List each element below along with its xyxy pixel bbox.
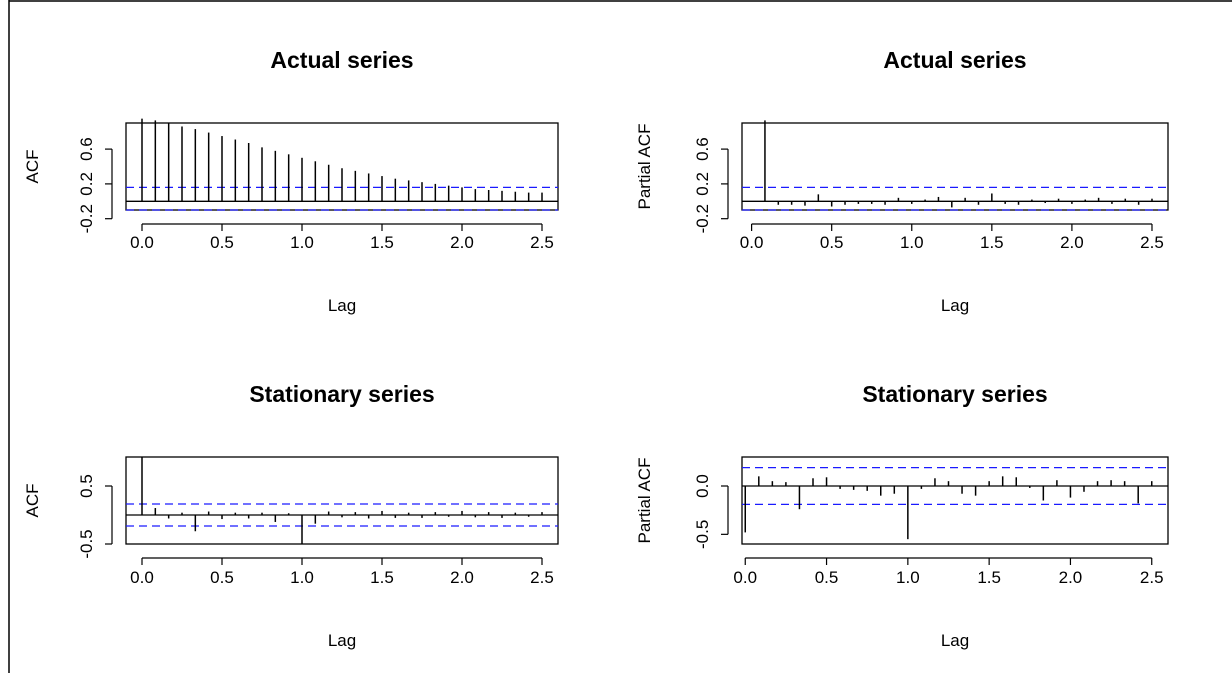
x-tick-label: 2.5 [1140,233,1164,252]
x-axis-label: Lag [328,631,356,650]
chart-title: Stationary series [862,381,1047,407]
y-tick-label: 0.2 [693,172,712,196]
x-tick-label: 2.0 [450,233,474,252]
y-tick-label: -0.5 [77,529,96,558]
y-tick-label: -0.2 [693,204,712,233]
y-tick-label: 0.6 [77,137,96,161]
x-tick-label: 0.5 [815,568,839,587]
x-tick-label: 2.5 [530,233,554,252]
x-tick-label: 1.0 [896,568,920,587]
y-tick-label: 0.0 [693,474,712,498]
x-axis-label: Lag [328,296,356,315]
x-tick-label: 0.0 [740,233,764,252]
chart-title: Actual series [270,47,413,73]
x-tick-label: 0.0 [130,568,154,587]
chart-title: Actual series [883,47,1026,73]
x-tick-label: 1.5 [980,233,1004,252]
x-tick-label: 0.5 [820,233,844,252]
x-tick-label: 1.0 [290,568,314,587]
x-axis-label: Lag [941,631,969,650]
y-tick-label: 0.5 [77,474,96,498]
x-tick-label: 1.5 [370,568,394,587]
x-tick-label: 1.0 [900,233,924,252]
x-tick-label: 1.0 [290,233,314,252]
x-tick-label: 0.0 [733,568,757,587]
plot-frame [741,122,1169,211]
x-tick-label: 2.0 [1059,568,1083,587]
x-tick-label: 0.0 [130,233,154,252]
y-axis-label: Partial ACF [635,458,654,544]
plot-frame [125,456,559,545]
x-tick-label: 2.5 [1140,568,1164,587]
x-tick-label: 0.5 [210,233,234,252]
y-axis-label: ACF [23,150,42,184]
plot-frame [741,456,1169,545]
x-tick-label: 1.5 [370,233,394,252]
chart-title: Stationary series [249,381,434,407]
x-tick-label: 0.5 [210,568,234,587]
y-tick-label: -0.2 [77,204,96,233]
y-tick-label: -0.5 [693,520,712,549]
x-tick-label: 2.5 [530,568,554,587]
x-axis-label: Lag [941,296,969,315]
x-tick-label: 2.0 [450,568,474,587]
y-axis-label: Partial ACF [635,124,654,210]
y-tick-label: 0.6 [693,137,712,161]
y-tick-label: 0.2 [77,172,96,196]
x-tick-label: 2.0 [1060,233,1084,252]
y-axis-label: ACF [23,484,42,518]
x-tick-label: 1.5 [977,568,1001,587]
